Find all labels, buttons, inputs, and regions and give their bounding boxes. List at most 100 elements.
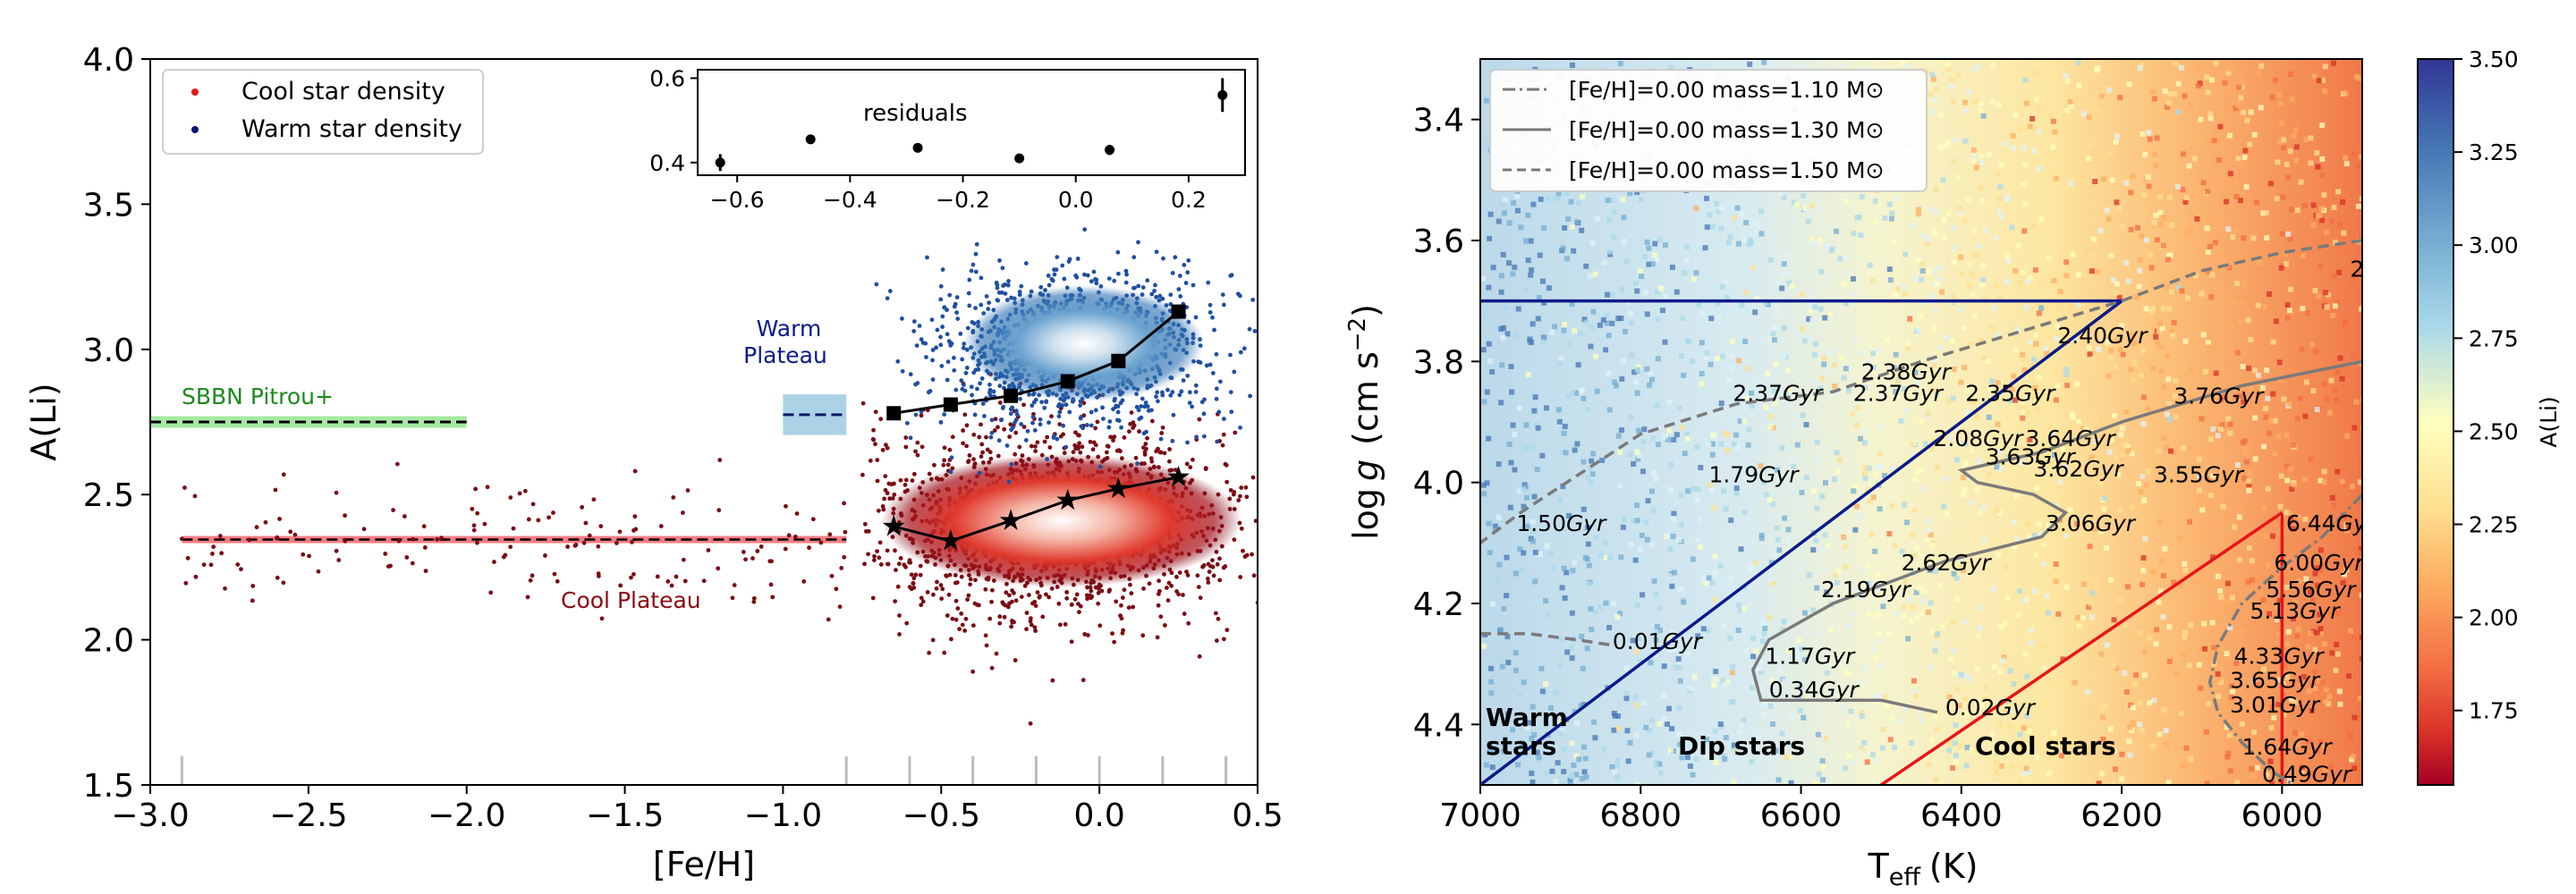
heatmap-cell (2218, 594, 2224, 600)
heatmap-cell (2349, 756, 2355, 763)
heatmap-cell (1732, 215, 1738, 221)
heatmap-cell (2239, 504, 2245, 510)
heatmap-cell (1859, 194, 1865, 200)
heatmap-cell (1949, 338, 1955, 344)
heatmap-cell (2239, 299, 2245, 305)
heatmap-cell (2310, 596, 2317, 603)
left-x-tick-label: −3.0 (111, 797, 189, 834)
heatmap-cell (2238, 393, 2244, 400)
cool-star-point (866, 552, 871, 557)
cool-star-point (1073, 430, 1078, 435)
cool-star-point (281, 580, 286, 586)
heatmap-cell (1919, 468, 1925, 474)
heatmap-cell (2137, 257, 2143, 263)
heatmap-cell (1619, 375, 1625, 382)
cool-star-point (970, 623, 976, 628)
cool-star-point (918, 572, 923, 578)
heatmap-cell (2166, 624, 2173, 630)
cool-star-point (942, 445, 947, 451)
heatmap-cell (1827, 627, 1834, 633)
heatmap-cell (1737, 418, 1743, 425)
cool-star-point (875, 478, 880, 484)
heatmap-cell (2278, 265, 2284, 271)
heatmap-cell (2165, 780, 2172, 785)
heatmap-cell (2078, 746, 2084, 753)
heatmap-cell (1914, 379, 1920, 385)
heatmap-cell (2292, 599, 2298, 605)
warm-star-point (1153, 283, 1157, 288)
warm-star-point (1232, 369, 1237, 375)
heatmap-cell (2359, 635, 2362, 641)
cool-star-point (1150, 418, 1155, 424)
warm-star-point (1158, 436, 1164, 442)
heatmap-cell (2210, 426, 2216, 433)
heatmap-cell (2199, 605, 2205, 611)
heatmap-cell (1827, 349, 1834, 355)
heatmap-cell (1622, 516, 1628, 522)
heatmap-cell (1704, 224, 1710, 231)
cool-star-point (743, 557, 748, 562)
cool-star-point (971, 457, 976, 462)
warm-star-point (1120, 398, 1125, 403)
heatmap-cell (1712, 553, 1718, 560)
heatmap-cell (1843, 366, 1849, 372)
heatmap-cell (1710, 224, 1716, 230)
heatmap-cell (1569, 773, 1575, 780)
legend-cool-label: Cool star density (242, 78, 445, 105)
heatmap-cell (1489, 601, 1496, 607)
heatmap-cell (1657, 770, 1664, 776)
heatmap-cell (1597, 604, 1604, 611)
heatmap-cell (2233, 661, 2240, 667)
cool-star-point (1071, 450, 1076, 455)
heatmap-cell (2277, 503, 2284, 510)
warm-star-point (925, 255, 929, 260)
heatmap-cell (1919, 268, 1926, 274)
heatmap-cell (1846, 754, 1852, 760)
heatmap-cell (2038, 305, 2045, 311)
heatmap-cell (1876, 631, 1882, 637)
heatmap-cell (1875, 348, 1881, 354)
heatmap-cell (2324, 396, 2330, 402)
heatmap-cell (2128, 367, 2134, 373)
cool-star-point (1221, 432, 1226, 437)
heatmap-cell (1486, 435, 1492, 442)
heatmap-cell (2028, 640, 2034, 646)
heatmap-cell (2160, 306, 2166, 312)
cool-star-point (1259, 490, 1264, 494)
heatmap-cell (1930, 629, 1936, 636)
heatmap-cell (1784, 755, 1790, 761)
heatmap-cell (1698, 544, 1704, 550)
heatmap-cell (1488, 690, 1495, 696)
heatmap-cell (1976, 242, 1982, 249)
heatmap-cell (1606, 370, 1612, 376)
heatmap-cell (2033, 70, 2039, 76)
cool-star-point (903, 444, 909, 450)
heatmap-cell (1934, 87, 1940, 93)
left-x-tick-label: 0.5 (1232, 797, 1283, 834)
warm-star-point (887, 289, 893, 293)
heatmap-cell (2091, 236, 2097, 242)
heatmap-cell (1934, 392, 1940, 398)
cool-star-point (1131, 426, 1136, 430)
heatmap-cell (2182, 338, 2189, 344)
heatmap-cell (2339, 478, 2345, 485)
heatmap-cell (1818, 385, 1824, 392)
heatmap-cell (2078, 250, 2084, 257)
heatmap-cell (1969, 500, 1975, 506)
cool-star-point (878, 562, 884, 567)
heatmap-cell (2312, 570, 2318, 577)
heatmap-cell (2046, 522, 2052, 528)
warm-star-point (947, 340, 953, 345)
heatmap-cell (2053, 175, 2059, 181)
heatmap-cell (2117, 597, 2123, 603)
cool-star-point (920, 599, 926, 604)
cool-star-point (961, 428, 965, 433)
heatmap-cell (1635, 427, 1641, 434)
cool-star-point (1207, 569, 1212, 574)
cool-star-point (1021, 402, 1026, 408)
heatmap-cell (1580, 702, 1587, 708)
heatmap-cell (1669, 264, 1675, 270)
heatmap-cell (1498, 273, 1504, 279)
warm-star-point (938, 297, 944, 302)
heatmap-cell (2284, 674, 2291, 680)
